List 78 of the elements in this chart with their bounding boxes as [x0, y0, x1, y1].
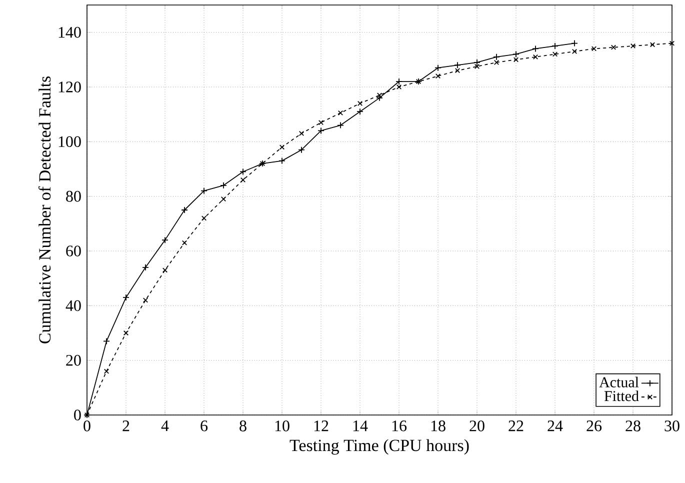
point: [591, 46, 597, 52]
point: [454, 62, 461, 69]
point: [357, 100, 363, 106]
x-tick-label: 16: [392, 420, 407, 432]
point: [162, 236, 168, 244]
point: [142, 264, 149, 271]
legend-label: Actual: [599, 376, 639, 388]
point: [552, 52, 558, 57]
x-tick-label: 30: [664, 420, 680, 432]
x-tick-label: 2: [122, 420, 130, 432]
point: [630, 43, 636, 49]
x-axis-title: Testing Time (CPU hours): [290, 439, 469, 455]
point: [240, 177, 246, 182]
point: [474, 58, 480, 66]
point: [376, 92, 382, 98]
point: [396, 78, 402, 85]
point: [318, 127, 324, 134]
point: [650, 42, 656, 48]
y-tick-label: 20: [66, 354, 81, 366]
x-tick-label: 6: [200, 420, 208, 432]
point: [532, 45, 539, 52]
point: [298, 146, 305, 154]
point: [220, 196, 226, 202]
point: [104, 368, 110, 374]
point: [201, 216, 207, 221]
y-tick-label: 120: [58, 82, 81, 92]
point: [513, 57, 519, 62]
point: [240, 168, 246, 176]
x-tick-label: 24: [548, 420, 563, 432]
point: [474, 64, 480, 70]
point: [610, 44, 616, 50]
point: [298, 130, 304, 136]
point: [123, 330, 129, 336]
point: [512, 50, 520, 58]
x-tick-label: 26: [586, 420, 602, 432]
point: [494, 60, 500, 65]
point: [356, 108, 364, 116]
point: [434, 64, 442, 72]
x-tick-label: 0: [84, 420, 90, 432]
x-tick-label: 10: [275, 420, 290, 432]
point: [338, 110, 344, 116]
y-axis-title: Cumulative Number of Detected Faults: [38, 76, 51, 344]
point: [142, 298, 148, 303]
x-tick-label: 18: [431, 420, 446, 432]
point: [122, 294, 130, 301]
point: [103, 338, 110, 345]
x-tick-label: 20: [470, 420, 484, 432]
x-tick-label: 28: [626, 420, 640, 432]
point: [220, 182, 227, 189]
point: [493, 53, 500, 60]
point: [337, 122, 344, 129]
x-tick-label: 22: [508, 420, 524, 432]
point: [200, 187, 208, 194]
point: [552, 42, 558, 50]
y-tick-label: 140: [58, 26, 81, 38]
point: [532, 54, 538, 60]
point: [435, 73, 441, 79]
point: [182, 240, 188, 246]
point: [669, 40, 675, 46]
x-tick-label: 14: [353, 420, 368, 432]
y-tick-label: 0: [74, 410, 81, 420]
legend-label: Fitted: [604, 390, 639, 402]
y-tick-label: 40: [66, 300, 81, 312]
point: [318, 120, 324, 126]
y-tick-label: 60: [66, 246, 81, 256]
point: [278, 157, 286, 164]
y-tick-label: 100: [58, 136, 81, 148]
point: [279, 144, 285, 150]
point: [572, 48, 578, 54]
y-tick-label: 80: [66, 190, 81, 202]
x-tick-label: 12: [314, 420, 328, 432]
point: [571, 40, 578, 47]
point: [396, 84, 402, 90]
point: [454, 68, 460, 74]
point: [162, 268, 168, 273]
point: [181, 206, 188, 214]
x-tick-label: 8: [240, 420, 246, 432]
x-tick-label: 4: [161, 420, 169, 432]
